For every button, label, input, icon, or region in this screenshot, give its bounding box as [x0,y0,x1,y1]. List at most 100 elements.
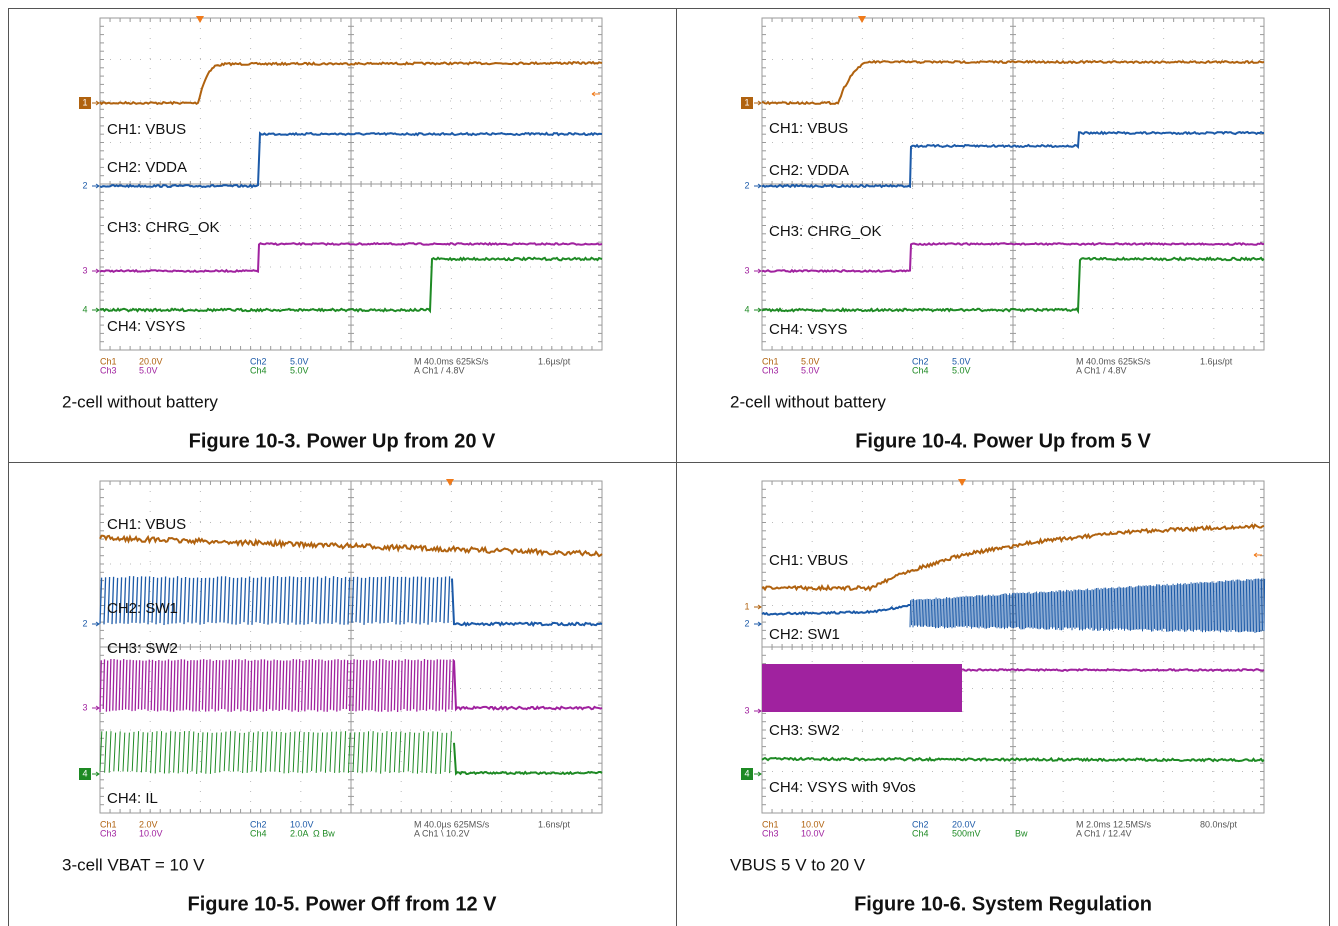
channel-marker: 2 [744,180,749,190]
marker-arrow [92,622,99,626]
scope-readout: Ch3 [762,365,779,375]
scope-readout: 1.6ns/pt [538,819,571,829]
figure-caption: Figure 10-3. Power Up from 20 V [189,430,496,452]
marker-arrow [92,269,99,273]
channel-marker: 4 [744,768,749,778]
scope-readout: 5.0V [139,365,158,375]
channel-marker: 1 [744,601,749,611]
trace-ch2 [762,605,910,615]
channel-marker: 4 [744,304,749,314]
channel-label: CH1: VBUS [107,121,186,138]
scope-readout: A Ch1 / 12.4V [1076,828,1132,838]
scope-readout: 10.0V [801,828,825,838]
scope-screenshot: CH1: VBUS CH2: VDDA CH3: CHRG_OK CH4: VSYS 1… [79,16,602,375]
figure-note: 3-cell VBAT = 10 V [62,855,205,874]
page: CH1: VBUS CH2: VDDA CH3: CHRG_OK CH4: VSYS 1… [0,0,1338,926]
scope-readout: 10.0V [139,828,163,838]
channel-marker: 3 [82,702,87,712]
channel-label: CH4: VSYS [107,318,185,335]
scope-readout: Ch4 [250,828,267,838]
trace-ch2-tail [452,579,602,626]
channel-label: CH1: VBUS [107,516,186,533]
trigger-marker [446,479,454,486]
marker-arrow [754,269,761,273]
marker-arrow [92,706,99,710]
channel-label: CH3: SW2 [769,722,840,739]
channel-label: CH4: IL [107,790,158,807]
figure-caption: Figure 10-5. Power Off from 12 V [188,893,498,915]
channel-label: CH2: VDDA [107,159,187,176]
channel-marker: 3 [744,265,749,275]
scope-readout: A Ch1 / 4.8V [414,365,465,375]
marker-arrow [754,622,761,626]
scope-readout: Bw [1015,828,1028,838]
trace-ch3-tail [454,660,602,709]
scope-readout: A Ch1 \ 10.2V [414,828,470,838]
trigger-marker [196,16,204,23]
scope-readout: 1.6µs/pt [538,356,571,366]
scope-readout: 5.0V [290,365,309,375]
channel-label: CH3: CHRG_OK [107,219,220,236]
scope-readout: Ch3 [762,828,779,838]
marker-arrow [754,184,761,188]
trigger-level-arrow [1254,553,1262,557]
scope-readout: Ch3 [100,365,117,375]
marker-arrow [754,605,761,609]
scope-readout: A Ch1 / 4.8V [1076,365,1127,375]
trace-ch2-band [910,579,1265,634]
scope-readout: 80.0ns/pt [1200,819,1238,829]
figure-note: VBUS 5 V to 20 V [730,855,866,874]
scope-readout: 500mV [952,828,981,838]
channel-label: CH4: VSYS [769,321,847,338]
channel-label: CH4: VSYS with 9Vos [769,779,916,796]
channel-marker: 3 [82,265,87,275]
trace-ch3 [962,669,1264,671]
channel-marker: 4 [82,304,87,314]
marker-arrow [754,308,761,312]
channel-marker: 2 [744,618,749,628]
channel-marker: 1 [82,97,87,107]
channel-label: CH1: VBUS [769,552,848,569]
channel-marker: 2 [82,618,87,628]
trigger-marker [958,479,966,486]
scope-readout: Ch4 [912,365,929,375]
figure-caption: Figure 10-4. Power Up from 5 V [855,430,1151,452]
marker-arrow [754,709,761,713]
channel-label: CH2: VDDA [769,162,849,179]
scope-readout: 5.0V [952,365,971,375]
figure-note: 2-cell without battery [730,392,886,411]
scope-screenshot: CH1: VBUS CH2: SW1 CH3: SW2 CH4: VSYS with … [741,479,1265,838]
channel-marker: 4 [82,768,87,778]
channel-label: CH1: VBUS [769,120,848,137]
scope-readout: 2.0A [290,828,309,838]
table-borders [8,8,1330,926]
trace-ch3-band [762,664,962,712]
channel-label: CH3: CHRG_OK [769,223,882,240]
marker-arrow [92,184,99,188]
scope-readout: Ω Bw [313,828,335,838]
figure-note: 2-cell without battery [62,392,218,411]
trace-ch4-tail [454,743,602,774]
scope-readout: Ch3 [100,828,117,838]
scope-readout: 1.6µs/pt [1200,356,1233,366]
scope-screenshot: CH1: VBUS CH2: VDDA CH3: CHRG_OK CH4: VSYS 1… [741,16,1264,375]
channel-label: CH3: SW2 [107,640,178,657]
marker-arrow [92,772,99,776]
channel-label: CH2: SW1 [769,626,840,643]
trigger-marker [858,16,866,23]
channel-marker: 2 [82,180,87,190]
marker-arrow [92,308,99,312]
scope-readout: Ch4 [912,828,929,838]
channel-marker: 3 [744,705,749,715]
trace-ch4 [100,731,451,774]
scope-readout: Ch4 [250,365,267,375]
marker-arrow [754,772,761,776]
marker-arrow [754,101,761,105]
figure-caption: Figure 10-6. System Regulation [854,893,1152,915]
marker-arrow [92,101,99,105]
trace-ch3 [100,659,453,712]
scope-readout: 5.0V [801,365,820,375]
channel-label: CH2: SW1 [107,600,178,617]
channel-marker: 1 [744,97,749,107]
